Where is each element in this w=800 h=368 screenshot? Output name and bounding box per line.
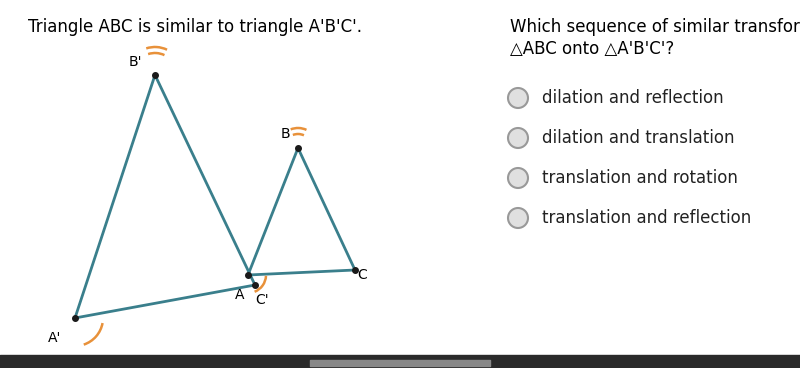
- Circle shape: [508, 168, 528, 188]
- Circle shape: [508, 88, 528, 108]
- Text: C: C: [357, 268, 367, 282]
- Text: △ABC onto △A'B'C'?: △ABC onto △A'B'C'?: [510, 40, 674, 58]
- Circle shape: [508, 128, 528, 148]
- Circle shape: [508, 208, 528, 228]
- Text: A: A: [235, 288, 245, 302]
- Text: C': C': [255, 293, 269, 307]
- Text: translation and rotation: translation and rotation: [542, 169, 738, 187]
- Text: B: B: [280, 127, 290, 141]
- Text: translation and reflection: translation and reflection: [542, 209, 751, 227]
- Text: dilation and reflection: dilation and reflection: [542, 89, 724, 107]
- Text: Which sequence of similar transfor: Which sequence of similar transfor: [510, 18, 800, 36]
- Text: Triangle ABC is similar to triangle A'B'C'.: Triangle ABC is similar to triangle A'B'…: [28, 18, 362, 36]
- Text: A': A': [48, 331, 62, 345]
- Text: B': B': [128, 55, 142, 69]
- Text: dilation and translation: dilation and translation: [542, 129, 734, 147]
